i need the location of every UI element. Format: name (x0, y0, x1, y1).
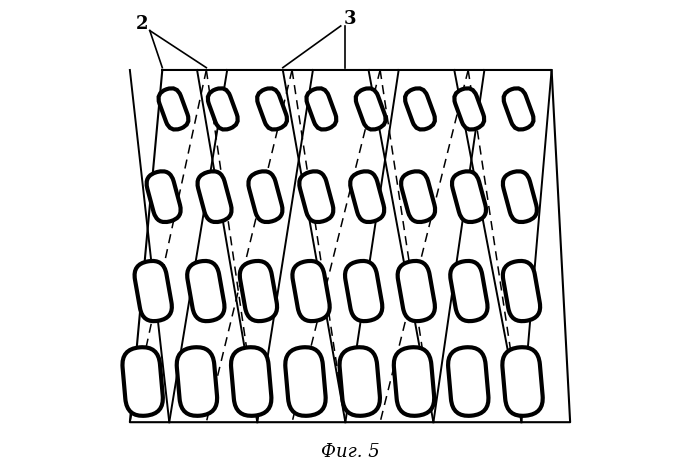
FancyBboxPatch shape (401, 171, 435, 222)
FancyBboxPatch shape (448, 347, 489, 416)
FancyBboxPatch shape (158, 88, 188, 129)
FancyBboxPatch shape (208, 88, 238, 129)
FancyBboxPatch shape (503, 171, 537, 222)
FancyBboxPatch shape (405, 88, 435, 129)
FancyBboxPatch shape (300, 171, 333, 222)
FancyBboxPatch shape (454, 88, 484, 129)
FancyBboxPatch shape (293, 261, 330, 321)
Text: 3: 3 (344, 10, 356, 28)
Text: Фиг. 5: Фиг. 5 (321, 443, 379, 461)
FancyBboxPatch shape (503, 347, 542, 416)
FancyBboxPatch shape (240, 261, 277, 321)
FancyBboxPatch shape (398, 261, 435, 321)
FancyBboxPatch shape (307, 88, 337, 129)
FancyBboxPatch shape (345, 261, 382, 321)
FancyBboxPatch shape (176, 347, 217, 416)
FancyBboxPatch shape (452, 171, 486, 222)
FancyBboxPatch shape (187, 261, 225, 321)
FancyBboxPatch shape (146, 171, 181, 222)
FancyBboxPatch shape (503, 88, 533, 129)
FancyBboxPatch shape (503, 261, 540, 321)
FancyBboxPatch shape (286, 347, 326, 416)
FancyBboxPatch shape (394, 347, 434, 416)
FancyBboxPatch shape (197, 171, 232, 222)
FancyBboxPatch shape (450, 261, 487, 321)
FancyBboxPatch shape (350, 171, 384, 222)
FancyBboxPatch shape (248, 171, 283, 222)
FancyBboxPatch shape (356, 88, 386, 129)
FancyBboxPatch shape (122, 347, 163, 416)
FancyBboxPatch shape (231, 347, 272, 416)
FancyBboxPatch shape (340, 347, 380, 416)
FancyBboxPatch shape (134, 261, 172, 321)
FancyBboxPatch shape (257, 88, 287, 129)
Text: 2: 2 (136, 15, 148, 33)
